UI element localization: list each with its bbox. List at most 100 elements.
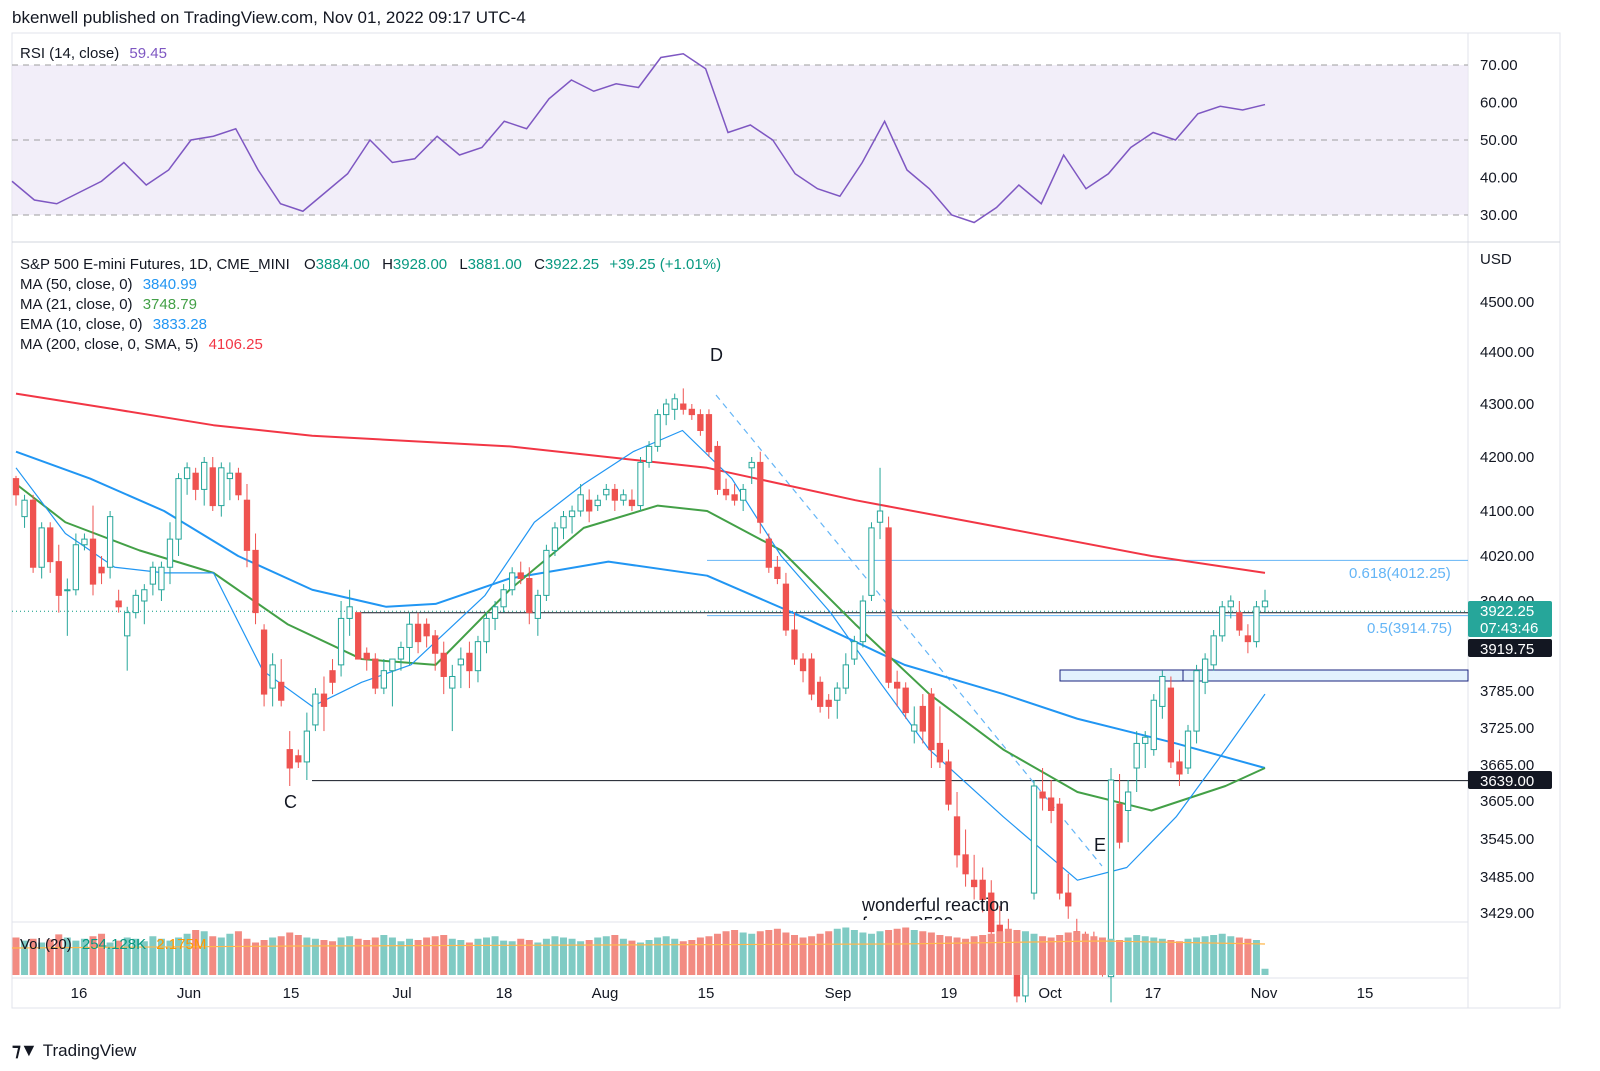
volume-bar bbox=[209, 936, 217, 975]
ma200-label: MA (200, close, 0, SMA, 5) bbox=[20, 336, 199, 353]
volume-bar bbox=[21, 940, 29, 975]
volume-bar bbox=[773, 928, 781, 975]
candle-body bbox=[158, 566, 165, 591]
currency-label: USD bbox=[1480, 251, 1512, 268]
candle-body bbox=[551, 527, 559, 551]
volume-bar bbox=[192, 930, 200, 975]
volume-bar bbox=[850, 930, 858, 975]
candle-body bbox=[654, 414, 661, 447]
candle-body bbox=[1201, 658, 1209, 683]
volume-bar bbox=[55, 934, 63, 975]
candle-body bbox=[286, 749, 293, 769]
tradingview-brand[interactable]: ⁊▼ TradingView bbox=[12, 1040, 136, 1061]
candle-body bbox=[586, 499, 593, 512]
volume-bar bbox=[542, 938, 550, 975]
candle-body bbox=[1159, 675, 1166, 707]
candle-body bbox=[1047, 797, 1055, 811]
volume-bar bbox=[910, 930, 918, 975]
current-price-badge-text: 3922.25 bbox=[1480, 603, 1534, 620]
volume-bar bbox=[440, 935, 448, 975]
price-tick-label: 4100.00 bbox=[1480, 503, 1534, 520]
tradingview-logo-icon: ⁊▼ bbox=[12, 1040, 38, 1060]
close-value: 3922.25 bbox=[544, 256, 600, 273]
candle-body bbox=[72, 544, 80, 591]
candle-body bbox=[953, 816, 961, 856]
candle-body bbox=[645, 445, 653, 463]
volume-bar bbox=[1158, 938, 1166, 975]
volume-bar bbox=[457, 940, 465, 975]
candle-body bbox=[842, 664, 849, 689]
volume-bar bbox=[962, 938, 970, 975]
volume-bar bbox=[739, 932, 747, 975]
symbol-legend: S&P 500 E-mini Futures, 1D, CME_MINI O38… bbox=[20, 256, 721, 273]
volume-bar bbox=[166, 940, 174, 975]
volume-bar bbox=[902, 927, 910, 975]
publisher-header: bkenwell published on TradingView.com, N… bbox=[12, 8, 526, 27]
change-value: +39.25 (+1.01%) bbox=[609, 256, 722, 273]
volume-bar bbox=[1201, 936, 1209, 975]
volume-bar bbox=[380, 935, 388, 975]
resistance-zone bbox=[1059, 669, 1469, 682]
volume-bar bbox=[29, 938, 37, 975]
candle-body bbox=[226, 472, 234, 480]
volume-bar bbox=[833, 928, 841, 975]
candle-body bbox=[449, 675, 456, 689]
candle-body bbox=[1133, 742, 1140, 769]
candle-body bbox=[970, 879, 978, 888]
candle-body bbox=[688, 408, 695, 416]
time-tick-label: Jul bbox=[392, 985, 411, 1002]
high-value: 3928.00 bbox=[392, 256, 448, 273]
candle-body bbox=[1030, 785, 1038, 894]
time-tick-label: 15 bbox=[1357, 985, 1374, 1002]
candle-body bbox=[1261, 600, 1269, 608]
ma50-label: MA (50, close, 0) bbox=[20, 276, 133, 293]
volume-bar bbox=[944, 936, 952, 975]
rsi-label: RSI (14, close) bbox=[20, 45, 120, 62]
volume-bar bbox=[748, 933, 756, 975]
volume-bar bbox=[765, 930, 773, 975]
candle-body bbox=[81, 538, 88, 546]
time-tick-label: 16 bbox=[71, 985, 88, 1002]
candle-body bbox=[372, 658, 379, 689]
candle-body bbox=[1056, 803, 1063, 894]
volume-bar bbox=[790, 935, 798, 975]
volume-bar bbox=[1133, 935, 1141, 975]
candle-body bbox=[363, 652, 370, 660]
volume-bar bbox=[80, 938, 88, 975]
volume-bar bbox=[970, 936, 978, 975]
time-tick-label: Jun bbox=[177, 985, 201, 1002]
volume-bar bbox=[568, 938, 576, 975]
candle-body bbox=[115, 600, 122, 608]
volume-bar bbox=[397, 941, 405, 975]
volume-bar bbox=[508, 941, 516, 975]
candle-body bbox=[928, 693, 935, 751]
candle-body bbox=[722, 488, 730, 496]
volume-bar bbox=[953, 937, 961, 975]
volume-bar bbox=[115, 940, 123, 975]
volume-bar bbox=[1150, 937, 1158, 975]
level-badge-3639-text: 3639.00 bbox=[1480, 773, 1534, 790]
symbol-title: S&P 500 E-mini Futures, 1D, CME_MINI bbox=[20, 256, 290, 273]
volume-bar bbox=[628, 940, 636, 975]
rsi-tick-label: 70.00 bbox=[1480, 57, 1518, 74]
volume-bar bbox=[1107, 938, 1115, 975]
volume-bar bbox=[491, 936, 499, 975]
volume-bar bbox=[448, 938, 456, 975]
volume-bar bbox=[63, 937, 71, 975]
volume-bar bbox=[329, 941, 337, 975]
volume-bar bbox=[46, 939, 54, 975]
ema10-value: 3833.28 bbox=[152, 316, 207, 333]
volume-bar bbox=[183, 933, 191, 975]
volume-bar bbox=[825, 931, 833, 975]
candle-body bbox=[782, 583, 790, 631]
candle-body bbox=[466, 652, 473, 672]
candle-body bbox=[1219, 606, 1226, 637]
candle-body bbox=[38, 527, 45, 568]
rsi-tick-label: 50.00 bbox=[1480, 132, 1518, 149]
volume-bar bbox=[406, 938, 414, 975]
volume-bar bbox=[483, 937, 491, 975]
volume-legend: Vol (20) 254.128K 2.175M bbox=[20, 936, 206, 953]
volume-bar bbox=[936, 935, 944, 975]
volume-bar bbox=[722, 931, 730, 975]
